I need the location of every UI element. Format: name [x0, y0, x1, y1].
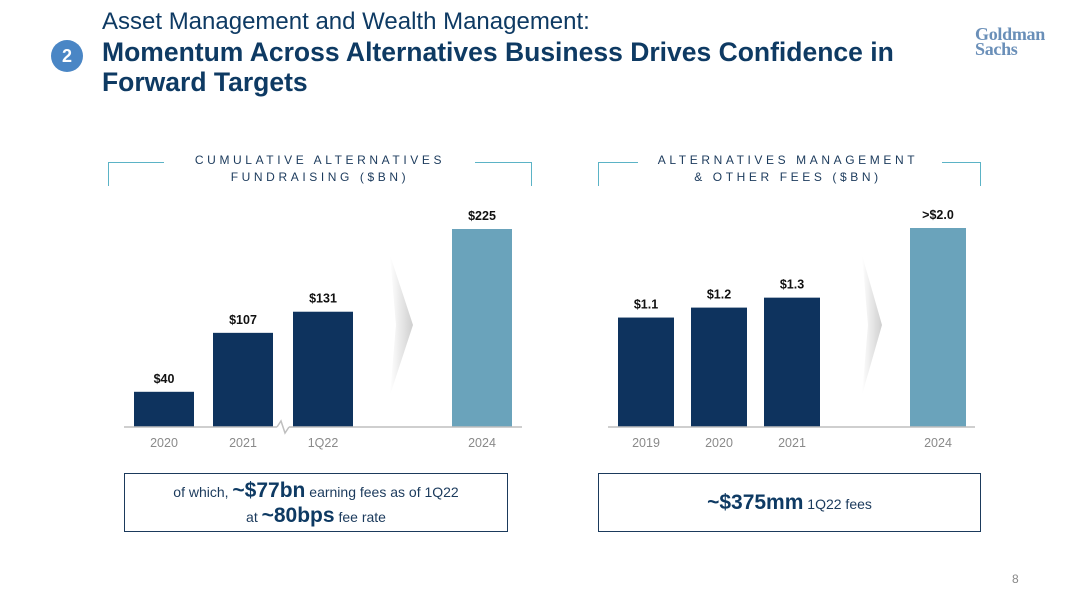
left-header-tick-left [108, 162, 109, 186]
left-tick-label-2021: 2021 [229, 436, 257, 450]
right-data-label-2019: $1.1 [634, 298, 658, 312]
right-callout-post: 1Q22 fees [807, 496, 872, 512]
page-title: Asset Management and Wealth Management: … [102, 8, 982, 97]
section-number-badge: 2 [51, 40, 83, 72]
left-data-label-2020: $40 [154, 372, 175, 386]
left-callout: of which, ~$77bn earning fees as of 1Q22… [124, 473, 508, 532]
right-data-label-2021: $1.3 [780, 278, 804, 292]
right-tick-label-2020: 2020 [705, 436, 733, 450]
right-bar-2020 [691, 307, 747, 427]
left-header-rule-right [475, 162, 532, 163]
logo-line-2: Sachs [975, 39, 1018, 59]
right-tick-label-2019: 2019 [632, 436, 660, 450]
left-axis-break [276, 419, 290, 435]
right-tick-label-2021: 2021 [778, 436, 806, 450]
right-chart-arrow [862, 255, 882, 395]
logo-line-1: Goldman [975, 24, 1045, 44]
goldman-sachs-logo: Goldman Sachs [975, 24, 1055, 59]
left-bar-2024 [452, 229, 512, 427]
right-bar-2019 [618, 317, 674, 427]
left-data-label-2024: $225 [468, 209, 496, 223]
left-data-label-1Q22: $131 [309, 292, 337, 306]
left-bar-2021 [213, 332, 273, 427]
left-header-tick-right [531, 162, 532, 186]
left-tick-label-2024: 2024 [468, 436, 496, 450]
left-callout-post1: earning fees as of 1Q22 [309, 484, 459, 500]
left-chart-arrow [390, 255, 413, 395]
left-callout-line-1: of which, ~$77bn earning fees as of 1Q22 [125, 479, 507, 504]
right-chart-title: ALTERNATIVES MANAGEMENT & OTHER FEES ($B… [628, 152, 948, 186]
right-bar-2021 [764, 297, 820, 427]
left-chart-title: CUMULATIVE ALTERNATIVES FUNDRAISING ($BN… [160, 152, 480, 186]
right-header-rule-left [598, 162, 638, 163]
right-chart-title-line-1: ALTERNATIVES MANAGEMENT [657, 153, 919, 167]
left-callout-pre2: at [246, 509, 258, 525]
left-chart-title-line-1: CUMULATIVE ALTERNATIVES [194, 153, 446, 167]
right-callout-big: ~$375mm [707, 491, 804, 514]
left-tick-label-1Q22: 1Q22 [308, 436, 339, 450]
left-callout-big2: ~80bps [261, 504, 335, 527]
right-header-tick-right [980, 162, 981, 186]
right-chart-title-line-2: & OTHER FEES ($BN) [694, 170, 882, 184]
page-headline: Momentum Across Alternatives Business Dr… [102, 37, 894, 97]
right-callout: ~$375mm 1Q22 fees [598, 473, 981, 532]
left-tick-label-2020: 2020 [150, 436, 178, 450]
left-data-label-2021: $107 [229, 313, 257, 327]
left-callout-post2: fee rate [338, 509, 386, 525]
page-subtitle: Asset Management and Wealth Management: [102, 8, 590, 35]
left-callout-big1: ~$77bn [232, 479, 306, 502]
right-data-label-2020: $1.2 [707, 288, 731, 302]
right-data-label-2024: >$2.0 [922, 208, 954, 222]
right-bar-2024 [910, 228, 966, 427]
left-callout-pre1: of which, [173, 484, 229, 500]
right-tick-label-2024: 2024 [924, 436, 952, 450]
left-header-rule-left [108, 162, 164, 163]
left-callout-line-2: at ~80bps fee rate [125, 504, 507, 529]
left-bar-1Q22 [293, 311, 353, 427]
right-header-tick-left [598, 162, 599, 186]
left-bar-2020 [134, 391, 194, 427]
page-number: 8 [1012, 572, 1019, 586]
left-chart-title-line-2: FUNDRAISING ($BN) [230, 170, 410, 184]
right-header-rule-right [942, 162, 981, 163]
